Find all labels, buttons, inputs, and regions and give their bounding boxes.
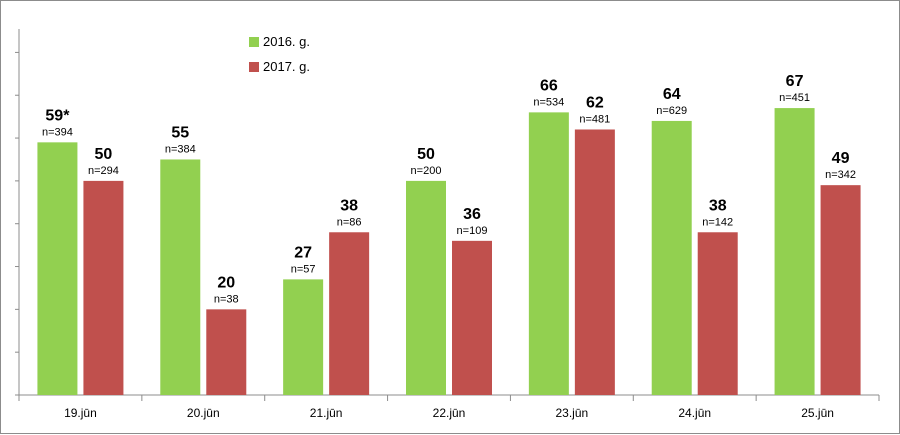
- bar-2017-3: [452, 240, 492, 395]
- legend-label-2016: 2016. g.: [263, 34, 310, 49]
- chart-bars: [37, 108, 861, 396]
- bar-value-label: 50: [95, 146, 113, 163]
- bar-sample-size-label: n=481: [579, 113, 610, 125]
- bar-2016-4: [528, 112, 569, 395]
- bar-sample-size-label: n=629: [656, 105, 687, 117]
- bar-value-label: 67: [786, 73, 804, 90]
- x-axis-tick-label: 19.jūn: [64, 406, 97, 420]
- bar-value-label: 50: [417, 146, 435, 163]
- bar-value-label: 62: [586, 94, 604, 111]
- x-axis-tick-label: 23.jūn: [556, 406, 589, 420]
- bar-value-label: 66: [540, 77, 558, 94]
- bar-2017-4: [574, 129, 615, 395]
- x-axis-tick-label: 24.jūn: [678, 406, 711, 420]
- bar-2016-6: [774, 108, 815, 396]
- chart-axes: [15, 29, 880, 401]
- bar-sample-size-label: n=394: [42, 126, 73, 138]
- bar-2017-1: [206, 309, 247, 395]
- legend-swatch-2017: [249, 62, 259, 72]
- x-axis-tick-label: 21.jūn: [310, 406, 343, 420]
- bar-2017-0: [83, 180, 124, 395]
- bar-sample-size-label: n=38: [214, 293, 239, 305]
- bar-sample-size-label: n=384: [165, 143, 196, 155]
- bar-sample-size-label: n=342: [825, 169, 856, 181]
- bar-value-label: 49: [832, 150, 850, 167]
- bar-value-label: 38: [709, 197, 727, 214]
- bar-value-label: 59*: [45, 107, 70, 124]
- bar-2017-6: [820, 185, 861, 395]
- legend-swatch-2016: [249, 37, 259, 47]
- bar-sample-size-label: n=294: [88, 165, 119, 177]
- bar-value-label: 64: [663, 86, 681, 103]
- x-axis-tick-label: 25.jūn: [801, 406, 834, 420]
- bar-value-label: 55: [171, 124, 189, 141]
- chart-data-labels: 59* n=394 50 n=294 55 n=384 20 n=38 27 n=57 38 n=86…: [42, 73, 856, 305]
- bar-value-label: 27: [294, 244, 312, 261]
- x-axis-tick-label: 22.jūn: [433, 406, 466, 420]
- bar-value-label: 20: [217, 274, 235, 291]
- legend-label-2017: 2017. g.: [263, 59, 310, 74]
- bar-2017-5: [697, 232, 738, 395]
- bar-value-label: 38: [340, 197, 358, 214]
- bar-sample-size-label: n=200: [411, 165, 442, 177]
- bar-2016-3: [406, 180, 446, 395]
- bar-sample-size-label: n=451: [779, 92, 810, 104]
- bar-sample-size-label: n=57: [291, 263, 316, 275]
- bar-sample-size-label: n=534: [533, 96, 564, 108]
- bar-2017-2: [329, 232, 370, 395]
- bar-sample-size-label: n=86: [337, 216, 362, 228]
- bar-sample-size-label: n=109: [457, 225, 488, 237]
- bar-2016-1: [160, 159, 201, 395]
- bar-value-label: 36: [463, 206, 481, 223]
- bar-2016-0: [37, 142, 78, 395]
- x-axis-tick-labels: 19.jūn 20.jūn 21.jūn 22.jūn 23.jūn 24.jūn 25.j…: [64, 406, 834, 420]
- bar-sample-size-label: n=142: [702, 216, 733, 228]
- legend: 2016. g. 2017. g.: [249, 34, 310, 74]
- bar-2016-2: [283, 279, 324, 395]
- x-axis-tick-label: 20.jūn: [187, 406, 220, 420]
- bar-2016-5: [651, 120, 692, 395]
